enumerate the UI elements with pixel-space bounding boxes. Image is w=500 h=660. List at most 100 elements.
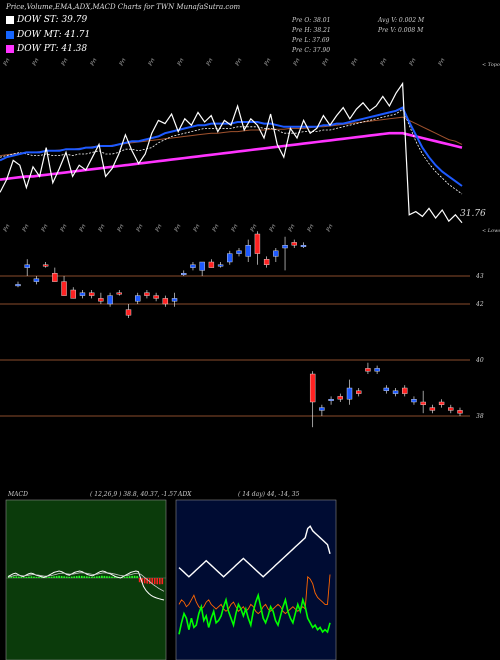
candle-body bbox=[337, 396, 343, 400]
macd-histogram-bar bbox=[93, 576, 96, 578]
candle-body bbox=[144, 292, 150, 296]
macd-histogram-bar bbox=[78, 575, 81, 578]
macd-histogram-bar bbox=[101, 575, 103, 578]
macd-histogram-bar bbox=[50, 576, 53, 578]
legend-label-mt: DOW MT: 41.71 bbox=[17, 30, 91, 40]
candle-x-tick: Fri bbox=[268, 223, 278, 234]
candle-body bbox=[438, 401, 445, 405]
macd-histogram-bar bbox=[106, 576, 108, 578]
level-label: 42 bbox=[475, 301, 484, 308]
candle-body bbox=[457, 410, 463, 414]
macd-histogram-bar bbox=[18, 576, 20, 578]
ema-x-tick: Fri bbox=[350, 57, 360, 68]
candle-x-tick: Fri bbox=[40, 223, 50, 234]
candle-x-tick: Fri bbox=[192, 223, 202, 234]
candle-body bbox=[52, 273, 58, 282]
candle-body bbox=[319, 407, 325, 411]
candle-body bbox=[208, 261, 215, 268]
macd-histogram-bar bbox=[53, 576, 55, 578]
candle-x-tick: Fri bbox=[135, 223, 145, 234]
ema-series-ema-blue bbox=[0, 106, 463, 187]
adx-series-plus-di bbox=[178, 592, 331, 635]
candle-body bbox=[402, 387, 408, 394]
ema-x-tick: Fri bbox=[321, 57, 331, 68]
candle-body bbox=[245, 244, 251, 257]
macd-histogram-bar bbox=[38, 577, 40, 578]
candle-body bbox=[107, 295, 113, 305]
candle-body bbox=[79, 292, 86, 296]
legend-swatch-pt bbox=[6, 45, 14, 53]
macd-histogram-bar bbox=[35, 576, 38, 578]
macd-histogram-bar bbox=[45, 577, 48, 578]
ema-x-tick: Fri bbox=[292, 57, 302, 68]
macd-histogram-bar bbox=[91, 576, 93, 578]
macd-histogram-bar bbox=[136, 576, 138, 578]
macd-histogram-bar bbox=[48, 576, 50, 578]
macd-histogram-bar bbox=[70, 576, 73, 578]
macd-histogram-bar bbox=[28, 576, 30, 578]
candle-body bbox=[254, 233, 261, 254]
candle-body bbox=[429, 407, 436, 411]
candle-body bbox=[162, 298, 169, 305]
macd-histogram-bar bbox=[88, 576, 91, 578]
candle-body bbox=[70, 289, 76, 299]
legend-swatch-st bbox=[6, 16, 14, 24]
stat-pre-volume: Pre V: 0.008 M bbox=[378, 27, 424, 34]
level-label: 40 bbox=[475, 357, 484, 364]
macd-histogram-bar bbox=[80, 575, 83, 578]
candle-body bbox=[383, 387, 390, 391]
ema-x-tick: Fri bbox=[2, 57, 12, 68]
macd-histogram-bar bbox=[25, 576, 28, 578]
ema-x-tick: Fri bbox=[263, 57, 273, 68]
candle-body bbox=[263, 259, 270, 266]
ema-x-tick: Fri bbox=[31, 57, 41, 68]
ema-x-tick: Fri bbox=[89, 57, 99, 68]
legend-swatch-mt bbox=[6, 31, 14, 39]
candle-body bbox=[411, 399, 417, 403]
candle-x-tick: Fri bbox=[116, 223, 126, 234]
legend-dow-st: DOW ST: 39.79 bbox=[6, 15, 87, 25]
macd-histogram-bar bbox=[108, 576, 111, 578]
candle-body bbox=[153, 295, 159, 299]
candle-x-tick: Fri bbox=[325, 223, 335, 234]
ema-series-price bbox=[0, 81, 463, 224]
macd-histogram-bar bbox=[20, 576, 23, 578]
macd-histogram-bar bbox=[133, 575, 136, 578]
macd-histogram-bar bbox=[153, 578, 156, 585]
macd-histogram-bar bbox=[116, 577, 118, 578]
candle-body bbox=[217, 264, 224, 267]
macd-histogram-bar bbox=[161, 578, 164, 585]
candle-body bbox=[291, 242, 297, 246]
legend-label-pt: DOW PT: 41.38 bbox=[17, 44, 88, 54]
candle-x-tick: Fri bbox=[154, 223, 164, 234]
legend-dow-mt: DOW MT: 41.71 bbox=[6, 30, 90, 40]
candle-body bbox=[282, 244, 288, 249]
macd-histogram-bar bbox=[33, 576, 35, 578]
macd-histogram-bar bbox=[98, 576, 101, 578]
macd-histogram-bar bbox=[113, 576, 116, 578]
macd-histogram-bar bbox=[73, 576, 76, 578]
candle-body bbox=[24, 264, 30, 268]
macd-histogram-bar bbox=[111, 576, 113, 578]
macd-histogram-bar bbox=[55, 576, 58, 578]
ema-series-ema-short bbox=[0, 108, 463, 195]
macd-histogram-bar bbox=[40, 577, 43, 578]
candle-x-tick: Fri bbox=[59, 223, 69, 234]
macd-histogram-bar bbox=[128, 576, 131, 578]
candle-x-tick: Fri bbox=[78, 223, 88, 234]
ema-x-tick: Fri bbox=[147, 57, 157, 68]
adx-panel-bg bbox=[175, 499, 337, 660]
stat-avg-volume: Avg V: 0.002 M bbox=[378, 17, 425, 24]
candle-x-tick: Fri bbox=[211, 223, 221, 234]
ema-corner-label: < Topo bbox=[482, 62, 500, 68]
candle-body bbox=[135, 295, 141, 302]
legend-dow-pt: DOW PT: 41.38 bbox=[6, 44, 87, 54]
ema-x-tick: Fri bbox=[118, 57, 128, 68]
candle-body bbox=[98, 298, 104, 302]
candle-body bbox=[199, 261, 205, 271]
macd-histogram-bar bbox=[23, 577, 25, 578]
candle-body bbox=[181, 273, 187, 275]
candle-body bbox=[420, 401, 426, 405]
macd-histogram-bar bbox=[141, 578, 143, 583]
